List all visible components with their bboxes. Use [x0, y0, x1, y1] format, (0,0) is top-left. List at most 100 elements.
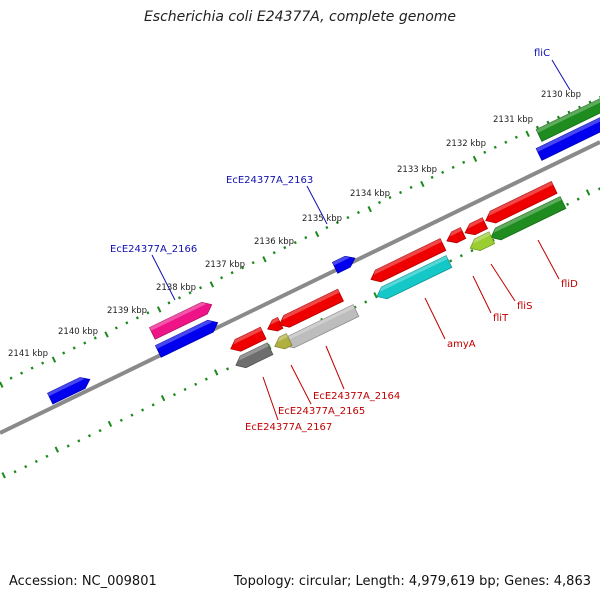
feature-highlight [488, 181, 553, 217]
accession-text: Accession: NC_009801 [9, 574, 157, 589]
topology-summary: Topology: circular; Length: 4,979,619 bp… [233, 574, 591, 589]
minor-tick [388, 195, 392, 200]
feature-highlight [47, 377, 85, 397]
minor-tick [483, 150, 487, 154]
feature-fwd-blue-3 [331, 255, 356, 274]
minor-tick [24, 464, 28, 469]
map-title: Escherichia coli E24377A, complete genom… [143, 9, 457, 25]
label-leader-line [537, 239, 560, 280]
minor-tick [194, 382, 198, 386]
major-tick [314, 231, 320, 238]
feature-highlight [286, 304, 355, 341]
major-tick [104, 331, 109, 338]
feature-rev-red-3 [278, 288, 344, 328]
feature-fwd-green-1 [535, 98, 600, 142]
feature-rev-olive [274, 333, 293, 350]
feature-highlight [467, 217, 484, 229]
gene-label: EcE24377A_2164 [313, 391, 400, 402]
major-tick [51, 356, 57, 363]
scale-label: 2138 kbp [156, 283, 196, 293]
feature-highlight [270, 317, 280, 325]
feature-highlight [472, 231, 491, 244]
gene-label: fliC [534, 48, 550, 59]
minor-tick [130, 413, 134, 417]
minor-tick [204, 377, 208, 381]
minor-tick [172, 392, 176, 397]
label-leader-line [490, 263, 516, 302]
feature-fwd-blue-1 [47, 377, 91, 405]
feature-body [376, 255, 453, 300]
minor-tick [241, 266, 245, 270]
gene-label: EcE24377A_2163 [226, 175, 313, 186]
minor-tick [504, 140, 508, 144]
label-leaders [151, 59, 571, 421]
feature-highlight [379, 255, 448, 292]
minor-tick [304, 236, 308, 240]
feature-body [490, 196, 567, 241]
feature-body [331, 255, 356, 274]
minor-tick [41, 361, 45, 365]
minor-tick [183, 387, 187, 392]
major-tick [213, 369, 219, 376]
label-leader-line [306, 185, 328, 225]
minor-tick [83, 341, 87, 345]
feature-body [235, 342, 274, 369]
minor-tick [114, 326, 118, 330]
feature-body [274, 333, 293, 350]
major-tick [156, 306, 162, 313]
minor-tick [576, 197, 580, 201]
minor-tick [470, 248, 474, 253]
feature-highlight [536, 98, 600, 133]
minor-tick [9, 376, 13, 380]
major-tick [525, 130, 530, 137]
feature-body [278, 288, 344, 328]
minor-tick [567, 110, 571, 114]
major-tick [209, 281, 215, 288]
minor-tick [546, 120, 550, 124]
gene-label: EcE24377A_2165 [278, 406, 365, 417]
major-tick [373, 292, 378, 299]
gene-label: fliS [517, 301, 532, 312]
minor-tick [77, 439, 81, 443]
feature-rev-cyan [376, 255, 453, 300]
minor-tick [151, 403, 155, 407]
minor-tick [220, 276, 224, 280]
feature-rev-red-5 [446, 227, 467, 244]
minor-tick [119, 418, 123, 422]
feature-body [469, 231, 496, 252]
minor-tick [177, 296, 182, 300]
feature-fwd-magenta [148, 301, 213, 340]
gene-label: fliD [561, 279, 578, 290]
feature-rev-red-6 [464, 217, 489, 236]
feature-body [47, 377, 91, 405]
scale-label: 2133 kbp [397, 165, 437, 175]
major-tick [107, 420, 113, 428]
minor-tick [226, 367, 230, 371]
minor-tick [125, 321, 129, 325]
scale-labels: 2130 kbp 2131 kbp 2132 kbp 2133 kbp 2134 kbp… [8, 90, 581, 359]
minor-tick [364, 300, 368, 304]
feature-body [230, 326, 267, 352]
minor-tick [62, 351, 66, 355]
minor-tick [356, 210, 360, 215]
major-tick [0, 381, 4, 388]
minor-tick [283, 246, 287, 250]
minor-tick [188, 291, 192, 295]
minor-tick [459, 254, 463, 258]
minor-tick [462, 160, 466, 164]
minor-tick [377, 200, 382, 205]
feature-body [148, 301, 213, 340]
feature-rev-red-7 [485, 181, 558, 224]
minor-tick [146, 311, 150, 315]
gene-label: EcE24377A_2166 [110, 244, 197, 255]
feature-highlight [449, 227, 462, 237]
major-tick [420, 180, 425, 188]
feature-body [154, 319, 219, 358]
label-leader-line [472, 275, 492, 314]
minor-tick [335, 220, 339, 225]
minor-tick [72, 346, 76, 350]
feature-fwd-blue-2 [535, 117, 600, 161]
feature-rev-red-4 [370, 238, 447, 283]
